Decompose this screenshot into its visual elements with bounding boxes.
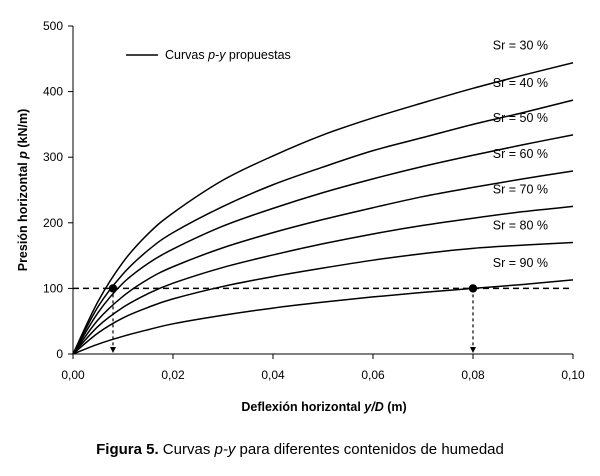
- marker-point: [468, 284, 478, 293]
- series-label: Sr = 30 %: [493, 39, 548, 53]
- series-label: Sr = 70 %: [493, 182, 548, 196]
- x-tick-label: 0,10: [561, 368, 585, 382]
- y-tick-label: 500: [43, 19, 63, 33]
- series-line: [72, 279, 574, 355]
- axes: 0,00 0,02 0,04 0,06 0,08 0,10 0 100 200 300 400 500: [43, 19, 585, 382]
- series-label: Sr = 90 %: [493, 256, 548, 270]
- series-line: [72, 62, 574, 355]
- x-tick-label: 0,00: [61, 368, 85, 382]
- series-line: [72, 205, 574, 355]
- caption-text-before: Curvas: [158, 441, 215, 458]
- caption-label: Figura 5.: [96, 441, 159, 458]
- x-axis-title: Deflexión horizontal y/D (m): [241, 400, 406, 414]
- series-line: [72, 134, 574, 355]
- series-label: Sr = 50 %: [493, 111, 548, 125]
- series-line: [72, 99, 574, 355]
- p-y-chart: 0,00 0,02 0,04 0,06 0,08 0,10 0 100 200 300 400 500…: [16, 19, 585, 414]
- y-tick-label: 100: [43, 281, 63, 295]
- series-line: [72, 241, 574, 355]
- series-label: Sr = 80 %: [493, 218, 548, 232]
- x-tick-label: 0,08: [461, 368, 485, 382]
- y-axis-title: Presión horizontal p (kN/m): [16, 109, 30, 272]
- y-tick-label: 400: [43, 85, 63, 99]
- curves: [72, 62, 574, 355]
- x-tick-label: 0,06: [361, 368, 385, 382]
- marker-point: [108, 284, 118, 293]
- legend: Curvas p-y propuestas: [126, 48, 291, 62]
- series-line: [72, 170, 574, 355]
- x-tick-label: 0,02: [161, 368, 185, 382]
- y-tick-label: 200: [43, 216, 63, 230]
- x-tick-label: 0,04: [261, 368, 285, 382]
- y-tick-label: 0: [56, 347, 63, 361]
- series-labels: Sr = 30 % Sr = 40 % Sr = 50 % Sr = 60 % Sr =…: [493, 39, 548, 270]
- series-label: Sr = 60 %: [493, 147, 548, 161]
- legend-label: Curvas p-y propuestas: [165, 48, 291, 62]
- figure-caption: Figura 5. Curvas p-y para diferentes con…: [0, 441, 600, 458]
- caption-italic: p-y: [214, 441, 236, 458]
- series-label: Sr = 40 %: [493, 76, 548, 90]
- caption-text-after: para diferentes contenidos de humedad: [235, 441, 504, 458]
- y-tick-label: 300: [43, 150, 63, 164]
- drop-arrow: [470, 347, 476, 353]
- reference-lines: [73, 284, 573, 353]
- drop-arrow: [110, 347, 116, 353]
